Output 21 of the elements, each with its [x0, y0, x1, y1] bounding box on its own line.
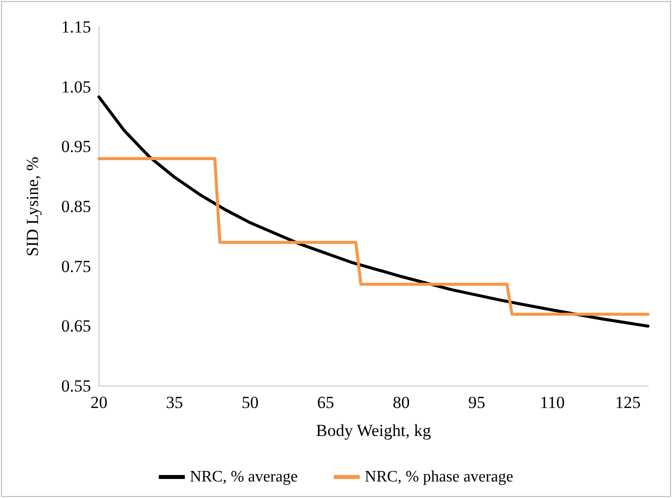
- y-tick-label: 0.85: [61, 197, 91, 216]
- x-tick-label: 110: [540, 393, 565, 412]
- legend-label: NRC, % phase average: [364, 468, 514, 486]
- x-tick-label: 80: [392, 393, 410, 412]
- y-tick-label: 0.55: [61, 376, 91, 396]
- x-tick-label: 50: [242, 393, 259, 412]
- y-tick-label: 1.05: [61, 77, 91, 96]
- y-tick-label: 0.95: [61, 137, 91, 156]
- x-tick-label: 125: [615, 393, 641, 412]
- y-tick-label: 1.15: [61, 18, 91, 36]
- x-tick-label: 35: [166, 393, 184, 412]
- x-axis-title: Body Weight, kg: [316, 421, 432, 440]
- line-series: [98, 157, 650, 316]
- y-tick-label: 0.75: [61, 256, 91, 276]
- x-tick-label: 20: [90, 393, 108, 412]
- x-tick-label: 95: [468, 393, 486, 412]
- y-axis-title: SID Lysine, %: [23, 156, 42, 256]
- line-series: [98, 96, 650, 328]
- x-tick-label: 65: [317, 393, 334, 412]
- y-tick-label: 0.65: [61, 316, 91, 336]
- legend-label: NRC, % average: [190, 468, 298, 486]
